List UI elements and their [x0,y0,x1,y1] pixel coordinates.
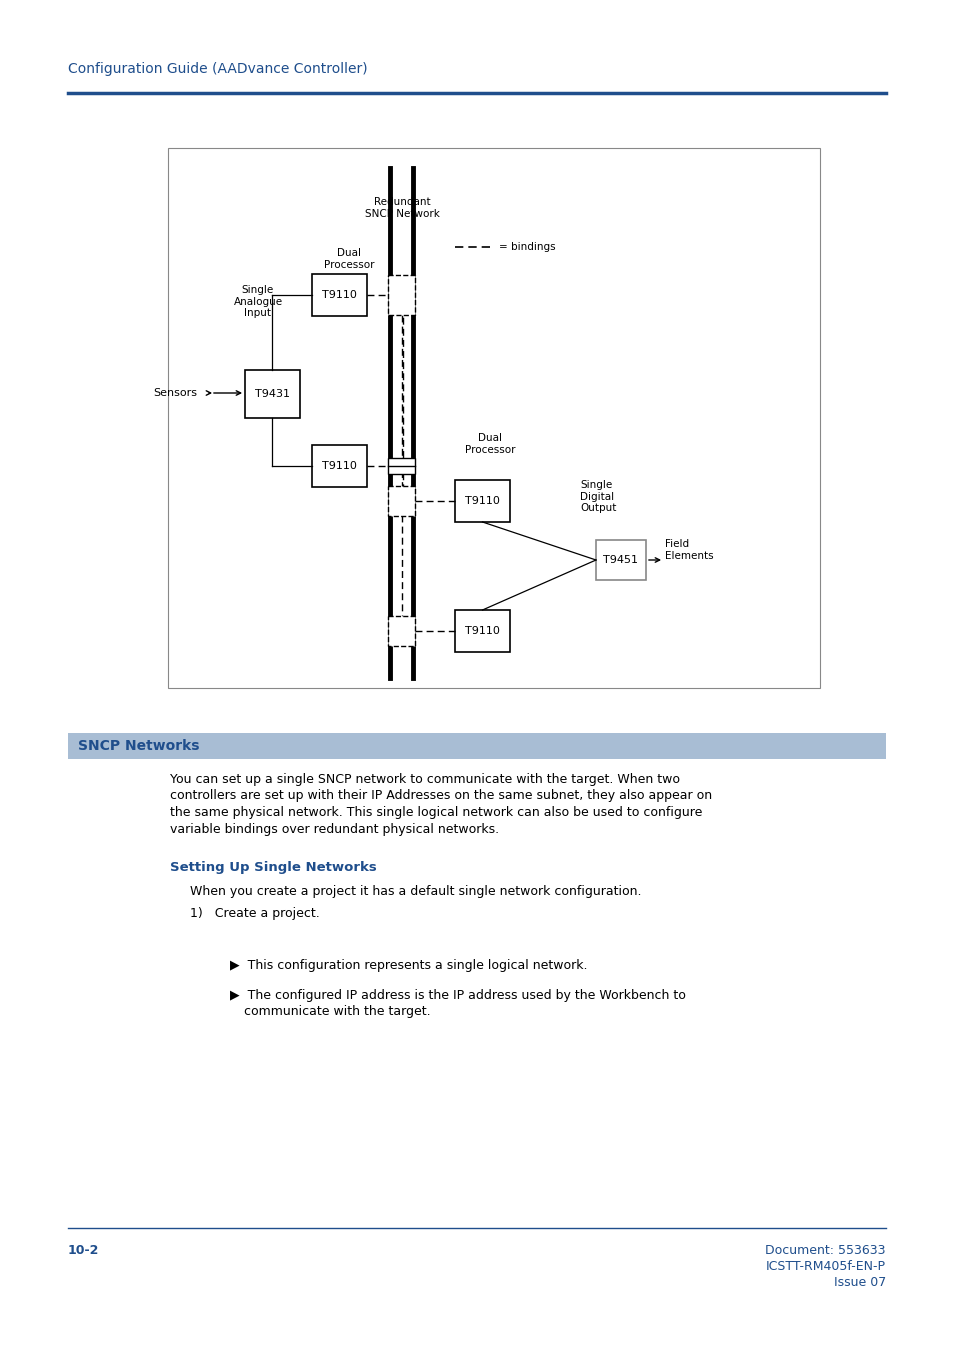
Bar [388,275,415,316]
Text: ▶  The configured IP address is the IP address used by the Workbench to: ▶ The configured IP address is the IP ad… [230,989,685,1002]
Text: When you create a project it has a default single network configuration.: When you create a project it has a defau… [190,885,640,898]
Text: communicate with the target.: communicate with the target. [244,1005,430,1018]
Text: 10-2: 10-2 [68,1244,99,1257]
Text: Single
Analogue
Input: Single Analogue Input [233,285,282,318]
Text: T9451: T9451 [603,554,638,565]
Bar [312,445,367,487]
Bar [388,616,415,646]
Text: SNCP Networks: SNCP Networks [78,739,199,753]
Text: Dual
Processor: Dual Processor [464,433,515,455]
Text: Redundant
SNCP Network: Redundant SNCP Network [364,197,439,219]
Text: T9110: T9110 [322,290,356,299]
Text: Single
Digital
Output: Single Digital Output [579,480,616,513]
Text: = bindings: = bindings [498,241,555,252]
Text: ▶  This configuration represents a single logical network.: ▶ This configuration represents a single… [230,959,587,973]
Text: Field
Elements: Field Elements [664,540,713,561]
Text: T9110: T9110 [322,461,356,471]
Text: ICSTT-RM405f-EN-P: ICSTT-RM405f-EN-P [765,1260,885,1273]
Text: the same physical network. This single logical network can also be used to confi: the same physical network. This single l… [170,805,701,819]
Text: controllers are set up with their IP Addresses on the same subnet, they also app: controllers are set up with their IP Add… [170,789,711,803]
Text: Configuration Guide (AADvance Controller): Configuration Guide (AADvance Controller… [68,62,367,76]
Text: Setting Up Single Networks: Setting Up Single Networks [170,861,376,874]
Text: Document: 553633: Document: 553633 [764,1244,885,1257]
Bar [168,148,820,688]
Bar [68,733,885,759]
Text: 1)   Create a project.: 1) Create a project. [190,907,319,920]
Bar [245,370,299,418]
Bar [455,610,510,652]
Bar [388,459,415,473]
Text: Issue 07: Issue 07 [833,1276,885,1290]
Bar [312,274,367,316]
Bar [596,540,645,580]
Text: T9110: T9110 [464,496,499,506]
Text: variable bindings over redundant physical networks.: variable bindings over redundant physica… [170,823,498,835]
Text: Sensors: Sensors [152,389,196,398]
Bar [388,486,415,517]
Text: You can set up a single SNCP network to communicate with the target. When two: You can set up a single SNCP network to … [170,773,679,786]
Text: Dual
Processor: Dual Processor [323,248,374,270]
Text: T9431: T9431 [254,389,290,399]
Bar [455,480,510,522]
Text: T9110: T9110 [464,626,499,635]
